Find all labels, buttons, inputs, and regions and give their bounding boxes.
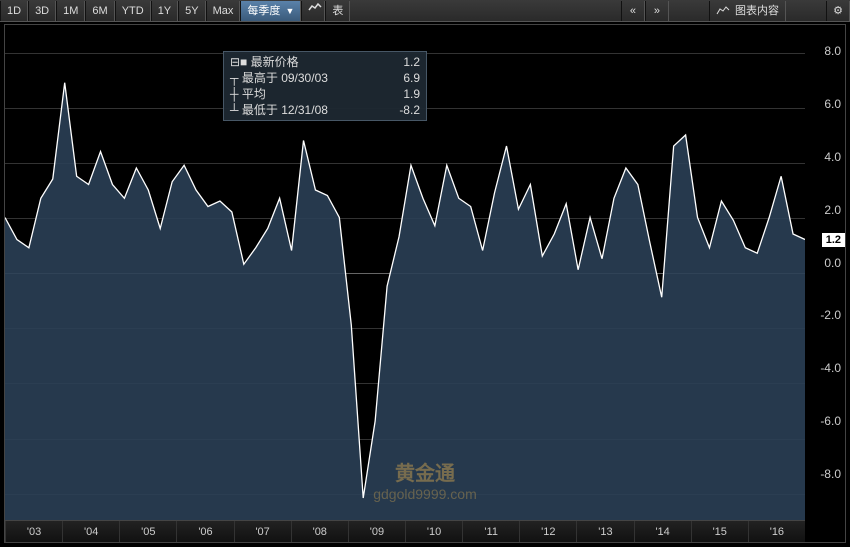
dropdown-arrow-icon: ▼ <box>285 6 294 16</box>
chart-type-line-button[interactable] <box>301 1 325 21</box>
x-tick-label: '03 <box>5 521 62 542</box>
info-last-value: 1.2 <box>403 54 420 70</box>
range-1m[interactable]: 1M <box>56 1 85 21</box>
info-low-date: 12/31/08 <box>281 103 328 117</box>
x-axis: '03'04'05'06'07'08'09'10'11'12'13'14'15'… <box>5 520 805 542</box>
y-axis: -8.0 -6.0 -4.0 -2.0 0.0 2.0 4.0 6.0 8.0 <box>805 25 845 520</box>
range-5y[interactable]: 5Y <box>178 1 205 21</box>
settings-button[interactable]: ⚙ <box>826 1 850 21</box>
info-high-label: 最高于 <box>242 71 278 85</box>
info-avg-label: 平均 <box>242 87 266 101</box>
y-tick-label: -4.0 <box>820 361 841 375</box>
x-tick-label: '06 <box>176 521 233 542</box>
info-high-date: 09/30/03 <box>281 71 328 85</box>
x-tick-label: '05 <box>119 521 176 542</box>
range-max[interactable]: Max <box>206 1 241 21</box>
y-tick-label: 0.0 <box>824 256 841 270</box>
gear-icon: ⚙ <box>833 5 843 17</box>
info-last-label: 最新价格 <box>251 55 299 69</box>
y-tick-label: 8.0 <box>824 44 841 58</box>
x-tick-label: '07 <box>234 521 291 542</box>
time-range-toolbar: 1D 3D 1M 6M YTD 1Y 5Y Max 每季度 ▼ 表 « » 图表… <box>0 0 850 22</box>
y-tick-label: -2.0 <box>820 308 841 322</box>
range-ytd[interactable]: YTD <box>115 1 151 21</box>
period-label: 每季度 <box>247 5 280 17</box>
x-tick-label: '09 <box>348 521 405 542</box>
info-low-label: 最低于 <box>242 103 278 117</box>
x-tick-label: '13 <box>576 521 633 542</box>
x-tick-label: '04 <box>62 521 119 542</box>
chart-area: -8.0-6.0-4.0-2.00.02.04.06.08.0 1.2 '03'… <box>4 24 846 543</box>
x-tick-label: '12 <box>519 521 576 542</box>
x-tick-label: '11 <box>462 521 519 542</box>
x-tick-label: '08 <box>291 521 348 542</box>
last-price-marker: 1.2 <box>822 233 845 247</box>
chart-content-label: 图表内容 <box>735 5 779 17</box>
info-high-value: 6.9 <box>403 70 420 86</box>
y-tick-label: 4.0 <box>824 150 841 164</box>
chart-content-button[interactable]: 图表内容 <box>709 1 786 21</box>
range-1d[interactable]: 1D <box>0 1 28 21</box>
x-tick-label: '15 <box>691 521 748 542</box>
terminal-chart: 1D 3D 1M 6M YTD 1Y 5Y Max 每季度 ▼ 表 « » 图表… <box>0 0 850 547</box>
period-dropdown[interactable]: 每季度 ▼ <box>240 1 301 21</box>
info-avg-value: 1.9 <box>403 86 420 102</box>
y-tick-label: -6.0 <box>820 414 841 428</box>
y-tick-label: 6.0 <box>824 97 841 111</box>
info-low-value: -8.2 <box>399 102 420 118</box>
x-tick-label: '10 <box>405 521 462 542</box>
range-3d[interactable]: 3D <box>28 1 56 21</box>
x-tick-label: '14 <box>634 521 691 542</box>
range-6m[interactable]: 6M <box>85 1 114 21</box>
nav-next-button[interactable]: » <box>645 1 669 21</box>
info-overlay: ⊟■ 最新价格1.2 ┬ 最高于 09/30/036.9 ┼ 平均1.9 ┴ 最… <box>223 51 427 121</box>
y-tick-label: 2.0 <box>824 203 841 217</box>
table-button[interactable]: 表 <box>325 1 350 21</box>
x-tick-label: '16 <box>748 521 805 542</box>
y-tick-label: -8.0 <box>820 467 841 481</box>
range-1y[interactable]: 1Y <box>151 1 178 21</box>
nav-prev-button[interactable]: « <box>621 1 645 21</box>
